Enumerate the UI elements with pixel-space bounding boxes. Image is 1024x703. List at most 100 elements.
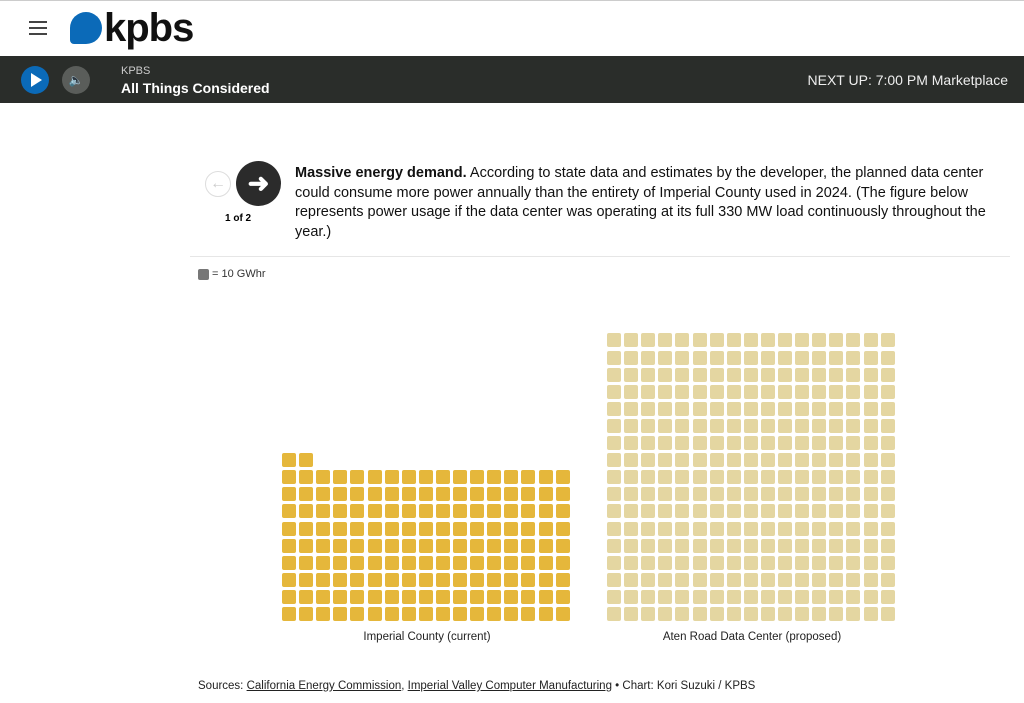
source-link-cec[interactable]: California Energy Commission xyxy=(246,680,402,692)
waffle-square xyxy=(521,538,536,553)
waffle-square xyxy=(282,589,296,604)
volume-icon[interactable]: 🔈 xyxy=(62,66,90,94)
waffle-square xyxy=(333,470,348,485)
waffle-square xyxy=(812,555,827,570)
waffle-square xyxy=(795,487,810,502)
waffle-square xyxy=(453,607,467,621)
waffle-square xyxy=(538,538,553,553)
waffle-square xyxy=(829,504,844,519)
waffle-square xyxy=(743,607,758,621)
source-link-ivcm[interactable]: Imperial Valley Computer Manufacturing xyxy=(407,680,612,692)
waffle-square xyxy=(709,333,724,348)
waffle-square xyxy=(846,607,861,621)
waffle-square xyxy=(795,418,810,433)
waffle-square xyxy=(846,384,861,399)
waffle-square xyxy=(795,572,810,587)
waffle-square xyxy=(863,589,878,604)
waffle-square xyxy=(863,487,878,502)
waffle-square xyxy=(726,453,741,468)
waffle-square xyxy=(504,538,519,553)
waffle-square xyxy=(641,436,656,450)
waffle-square xyxy=(778,470,792,485)
waffle-square xyxy=(692,538,707,553)
waffle-square xyxy=(675,589,690,604)
waffle-square xyxy=(299,521,314,536)
waffle-square xyxy=(846,453,861,468)
waffle-square xyxy=(555,572,570,587)
waffle-square xyxy=(692,401,707,416)
waffle-square xyxy=(709,555,724,570)
previous-slide-button[interactable]: ← xyxy=(205,171,231,197)
waffle-square xyxy=(401,589,416,604)
waffle-square xyxy=(641,470,656,485)
legend: = 10 GWhr xyxy=(198,268,266,280)
waffle-square xyxy=(316,521,331,536)
waffle-square xyxy=(880,521,895,536)
waffle-square xyxy=(829,436,844,450)
waffle-square xyxy=(760,367,775,382)
waffle-square xyxy=(726,350,741,365)
waffle-square xyxy=(760,555,775,570)
waffle-square xyxy=(607,350,621,365)
waffle-square xyxy=(658,453,673,468)
waffle-square xyxy=(812,436,827,450)
waffle-square xyxy=(624,589,639,604)
waffle-square xyxy=(418,589,433,604)
waffle-square xyxy=(709,504,724,519)
waffle-square xyxy=(795,333,810,348)
waffle-square xyxy=(778,521,792,536)
waffle-square xyxy=(675,436,690,450)
waffle-square xyxy=(641,350,656,365)
waffle-square xyxy=(880,367,895,382)
waffle-square xyxy=(521,572,536,587)
waffle-square xyxy=(709,521,724,536)
waffle-square xyxy=(778,384,792,399)
waffle-square xyxy=(367,607,382,621)
waffle-square xyxy=(795,504,810,519)
waffle-square xyxy=(316,607,331,621)
waffle-square xyxy=(435,589,450,604)
waffle-square xyxy=(675,401,690,416)
menu-icon[interactable] xyxy=(29,21,47,35)
waffle-square xyxy=(863,436,878,450)
waffle-square xyxy=(829,555,844,570)
waffle-square xyxy=(863,555,878,570)
waffle-square xyxy=(658,487,673,502)
waffle-square xyxy=(760,418,775,433)
waffle-square xyxy=(282,453,296,468)
waffle-square xyxy=(607,572,621,587)
waffle-square xyxy=(384,572,399,587)
waffle-square xyxy=(880,418,895,433)
next-slide-button[interactable]: ➜ xyxy=(236,161,281,206)
waffle-square xyxy=(607,538,621,553)
waffle-square xyxy=(504,504,519,519)
waffle-square xyxy=(401,470,416,485)
waffle-square xyxy=(760,436,775,450)
waffle-square xyxy=(675,384,690,399)
waffle-square xyxy=(504,607,519,621)
waffle-square xyxy=(675,367,690,382)
waffle-square xyxy=(709,453,724,468)
waffle-square xyxy=(812,418,827,433)
waffle-square xyxy=(487,487,502,502)
slide-description: Massive energy demand. According to stat… xyxy=(295,164,1005,242)
kpbs-logo[interactable]: kpbs xyxy=(70,8,194,48)
waffle-square xyxy=(316,538,331,553)
waffle-square xyxy=(453,538,467,553)
waffle-square xyxy=(863,333,878,348)
waffle-square xyxy=(607,453,621,468)
waffle-square xyxy=(743,470,758,485)
waffle-square xyxy=(658,538,673,553)
waffle-square xyxy=(743,538,758,553)
waffle-square xyxy=(435,555,450,570)
waffle-square xyxy=(846,572,861,587)
waffle-square xyxy=(675,453,690,468)
waffle-square xyxy=(726,436,741,450)
waffle-square xyxy=(760,487,775,502)
waffle-square xyxy=(726,384,741,399)
waffle-square xyxy=(624,487,639,502)
play-button[interactable] xyxy=(21,66,49,94)
waffle-square xyxy=(743,589,758,604)
waffle-square xyxy=(607,521,621,536)
waffle-square xyxy=(778,418,792,433)
